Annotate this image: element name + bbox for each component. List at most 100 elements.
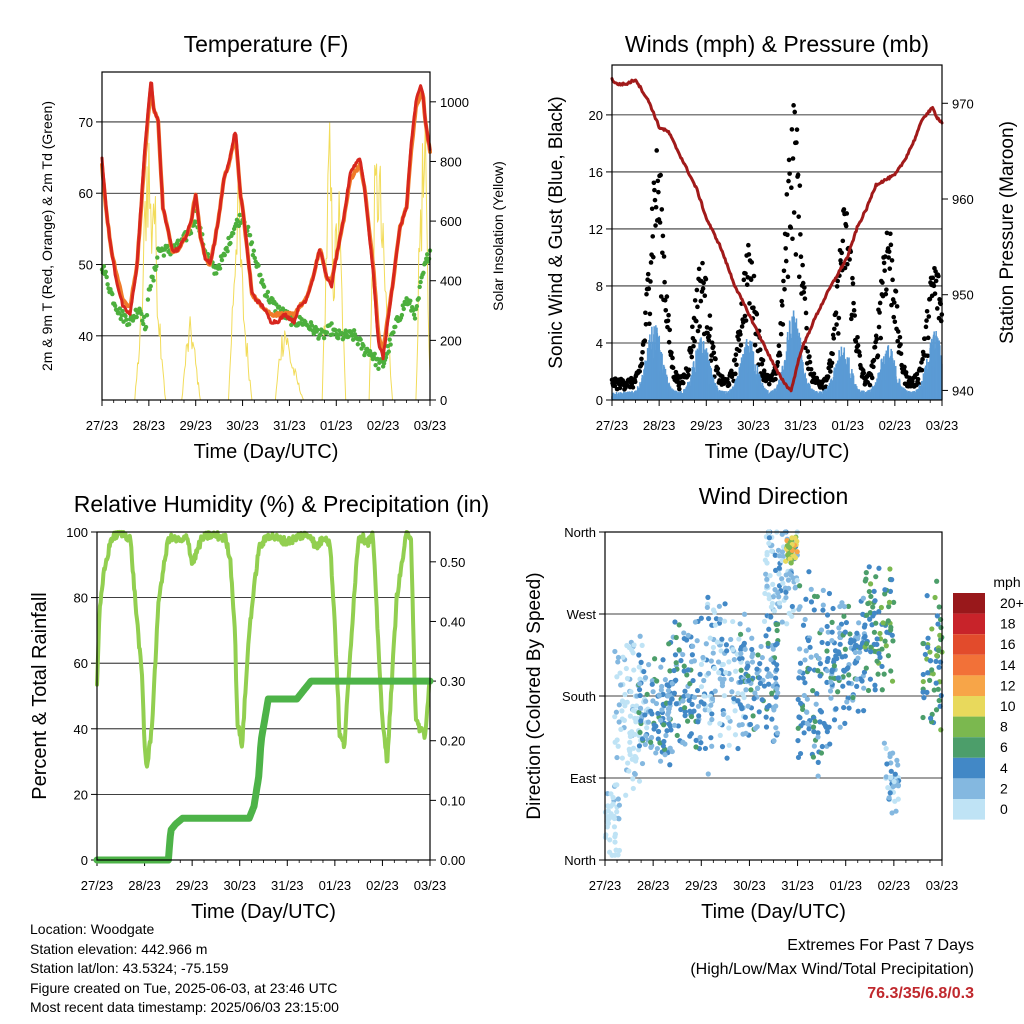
dewpoint-point <box>416 296 421 301</box>
direction-point <box>612 714 618 720</box>
direction-point <box>824 612 831 618</box>
temperature-xtick-label: 31/23 <box>273 418 306 433</box>
direction-point <box>695 703 702 709</box>
direction-point <box>619 708 625 714</box>
direction-point <box>772 552 778 558</box>
direction-point <box>641 668 647 675</box>
direction-point <box>846 705 852 711</box>
gust-point <box>663 308 669 313</box>
direction-point <box>627 748 633 754</box>
winds-xtick-label: 01/23 <box>831 418 864 433</box>
gust-point <box>933 278 939 284</box>
gust-point <box>741 277 747 283</box>
direction-point <box>660 691 666 698</box>
gust-point <box>748 277 754 283</box>
gust-point <box>883 291 889 297</box>
direction-point <box>888 774 894 780</box>
direction-point <box>936 647 942 654</box>
direction-point <box>689 652 695 658</box>
direction-point <box>705 594 711 600</box>
direction-point <box>648 739 654 745</box>
gust-point <box>800 280 806 286</box>
gust-point <box>648 279 653 284</box>
gust-point <box>777 352 783 358</box>
direction-point <box>891 779 897 785</box>
direction-point <box>709 716 715 723</box>
direction-point <box>636 709 642 716</box>
direction-point <box>711 609 718 616</box>
gust-point <box>713 356 718 362</box>
direction-point <box>731 657 737 663</box>
gust-point <box>844 211 850 216</box>
humidity-xtick-label: 02/23 <box>366 878 399 893</box>
direction-point <box>701 693 707 699</box>
direction-point <box>614 809 620 815</box>
winds-xlabel: Time (Day/UTC) <box>705 441 850 463</box>
direction-point <box>655 736 661 742</box>
dewpoint-point <box>256 263 261 268</box>
gust-point <box>869 375 875 381</box>
direction-point <box>887 751 893 757</box>
direction-point <box>669 680 675 686</box>
gust-point <box>891 300 897 305</box>
direction-point <box>881 740 887 746</box>
direction-point <box>798 700 804 706</box>
temperature-y2tick-label: 800 <box>440 154 462 169</box>
direction-point <box>673 701 679 707</box>
gust-point <box>781 278 786 284</box>
direction-point <box>705 615 712 622</box>
dewpoint-point <box>329 321 334 326</box>
dewpoint-point <box>343 328 348 333</box>
legend-label: 8 <box>1000 719 1008 735</box>
direction-point <box>924 593 930 599</box>
direction-point <box>735 690 741 697</box>
direction-point <box>934 613 940 619</box>
gust-point <box>851 308 857 313</box>
dewpoint-point <box>112 303 118 308</box>
direction-point <box>636 778 643 784</box>
dewpoint-point <box>417 284 422 290</box>
gust-point <box>646 286 652 292</box>
gust-point <box>752 342 758 348</box>
direction-point <box>863 665 869 671</box>
gust-point <box>797 183 803 188</box>
direction-point <box>775 690 781 696</box>
gust-point <box>652 187 657 193</box>
direction-point <box>750 713 756 719</box>
direction-point <box>802 680 808 686</box>
direction-point <box>709 743 715 749</box>
direction-point <box>766 596 772 602</box>
direction-point <box>852 660 858 666</box>
direction-point <box>841 613 847 619</box>
direction-point <box>754 724 760 730</box>
direction-point <box>845 665 851 671</box>
dewpoint-point <box>289 322 294 328</box>
gust-point <box>612 383 618 389</box>
gust-point <box>920 356 925 362</box>
direction-point <box>785 577 792 583</box>
direction-point <box>824 658 830 665</box>
direction-point <box>770 646 776 652</box>
gust-point <box>830 332 836 338</box>
gust-point <box>850 281 856 286</box>
direction-point <box>728 636 734 643</box>
direction-ytick-label: South <box>562 689 596 704</box>
direction-point <box>815 668 821 674</box>
direction-point <box>749 653 755 660</box>
direction-point <box>792 555 799 561</box>
gust-point <box>789 185 794 191</box>
direction-point <box>773 642 779 648</box>
direction-point <box>700 654 706 661</box>
gust-point <box>793 252 799 257</box>
direction-xtick-label: 27/23 <box>589 878 622 893</box>
temperature-ytick-label: 40 <box>79 329 93 344</box>
direction-point <box>698 615 704 621</box>
direction-point <box>768 604 774 610</box>
direction-point <box>794 549 800 555</box>
direction-point <box>764 552 770 558</box>
gust-point <box>892 319 898 325</box>
gust-point <box>744 282 750 288</box>
gust-point <box>733 371 738 377</box>
direction-point <box>829 637 835 644</box>
direction-point <box>773 675 779 681</box>
